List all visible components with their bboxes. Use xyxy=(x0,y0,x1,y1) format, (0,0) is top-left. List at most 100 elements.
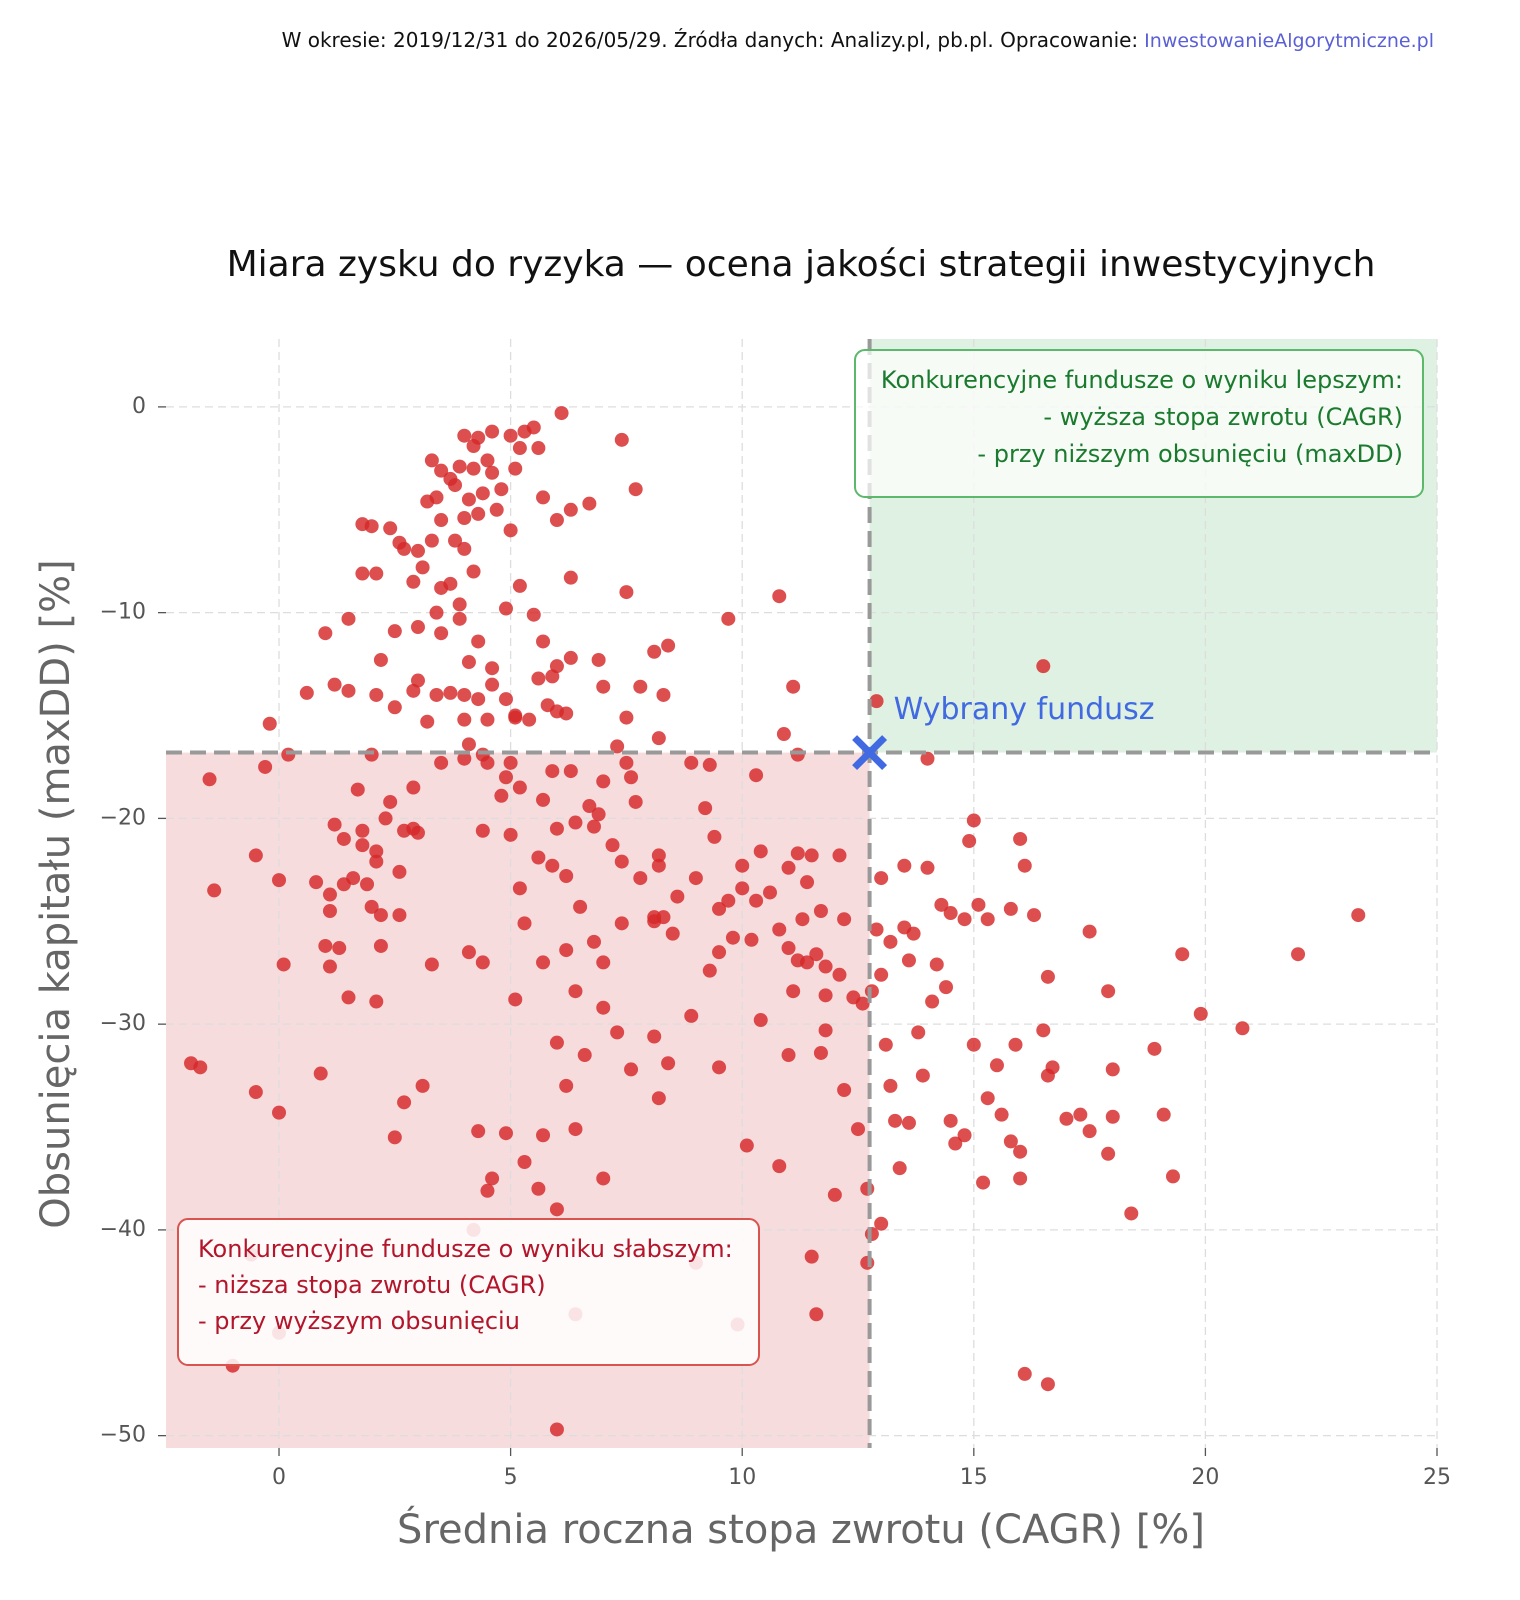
fund-point xyxy=(795,912,810,927)
fund-point xyxy=(818,1023,833,1038)
fund-point xyxy=(387,1130,402,1145)
fund-point xyxy=(545,858,560,873)
fund-point xyxy=(387,624,402,639)
fund-point xyxy=(651,848,666,863)
fund-point xyxy=(818,988,833,1003)
x-axis-label: Średnia roczna stopa zwrotu (CAGR) [%] xyxy=(397,1505,1205,1553)
fund-point xyxy=(512,441,527,456)
source-link[interactable]: InwestowanieAlgorytmiczne.pl xyxy=(1144,30,1434,52)
fund-point xyxy=(624,770,639,785)
fund-point xyxy=(980,1091,995,1106)
fund-point xyxy=(517,916,532,931)
fund-point xyxy=(207,883,222,898)
fund-point xyxy=(1059,1111,1074,1126)
fund-point xyxy=(480,712,495,727)
fund-point xyxy=(341,611,356,626)
fund-point xyxy=(878,1037,893,1052)
fund-point xyxy=(545,764,560,779)
fund-point xyxy=(1036,1023,1051,1038)
fund-point xyxy=(512,780,527,795)
fund-point xyxy=(434,513,449,528)
fund-point xyxy=(582,799,597,814)
fund-point xyxy=(503,428,518,443)
fund-point xyxy=(957,1128,972,1143)
fund-point xyxy=(457,712,472,727)
source-note: W okresie: 2019/12/31 do 2026/05/29. Źró… xyxy=(282,28,1434,52)
y-tick-label: −40 xyxy=(100,1217,146,1242)
fund-point xyxy=(494,788,509,803)
fund-point xyxy=(628,794,643,809)
fund-point xyxy=(457,511,472,526)
fund-point xyxy=(1175,947,1190,962)
y-axis-label: Obsunięcia kapitału (maxDD) [%] xyxy=(33,559,79,1228)
x-tick-label: 10 xyxy=(728,1465,756,1490)
fund-point xyxy=(309,875,324,890)
fund-point xyxy=(406,780,421,795)
fund-point xyxy=(837,1082,852,1097)
fund-point xyxy=(614,854,629,869)
fund-point xyxy=(536,955,551,970)
fund-point xyxy=(471,692,486,707)
fund-point xyxy=(489,502,504,517)
fund-point xyxy=(448,478,463,493)
selected-marker xyxy=(852,735,888,771)
fund-point xyxy=(804,1249,819,1264)
fund-point xyxy=(591,807,606,822)
fund-point xyxy=(424,957,439,972)
fund-point xyxy=(647,644,662,659)
fund-point xyxy=(392,535,407,550)
worse-box-line: - niższa stopa zwrotu (CAGR) xyxy=(198,1271,546,1299)
fund-point xyxy=(536,490,551,505)
y-tick-label: −20 xyxy=(100,805,146,830)
fund-point xyxy=(508,992,523,1007)
fund-point xyxy=(559,1078,574,1093)
fund-point xyxy=(605,838,620,853)
fund-point xyxy=(906,926,921,941)
fund-point xyxy=(281,747,296,762)
fund-point xyxy=(346,871,361,886)
fund-point xyxy=(763,885,778,900)
fund-point xyxy=(800,875,815,890)
fund-point xyxy=(397,1095,412,1110)
fund-point xyxy=(670,889,685,904)
worse-box-line: Konkurencyjne fundusze o wyniku słabszym… xyxy=(198,1235,733,1263)
fund-point xyxy=(929,957,944,972)
fund-point xyxy=(966,1037,981,1052)
fund-point xyxy=(864,984,879,999)
fund-point xyxy=(920,751,935,766)
fund-point xyxy=(1013,1144,1028,1159)
fund-point xyxy=(258,759,273,774)
fund-point xyxy=(327,677,342,692)
fund-point xyxy=(549,1422,564,1437)
fund-point xyxy=(475,486,490,501)
fund-point xyxy=(934,897,949,912)
fund-point xyxy=(614,432,629,447)
fund-point xyxy=(373,908,388,923)
fund-point xyxy=(744,932,759,947)
fund-point xyxy=(540,698,555,713)
fund-point xyxy=(1101,984,1116,999)
fund-point xyxy=(976,1175,991,1190)
fund-point xyxy=(443,576,458,591)
fund-point xyxy=(624,1062,639,1077)
fund-point xyxy=(568,1122,583,1137)
x-tick-label: 20 xyxy=(1191,1465,1219,1490)
fund-point xyxy=(466,461,481,476)
fund-point xyxy=(559,943,574,958)
fund-point xyxy=(318,626,333,641)
fund-point xyxy=(596,679,611,694)
fund-point xyxy=(457,428,472,443)
fund-point xyxy=(392,864,407,879)
fund-point xyxy=(466,438,481,453)
fund-point xyxy=(313,1066,328,1081)
fund-point xyxy=(860,1181,875,1196)
fund-point xyxy=(406,574,421,589)
fund-point xyxy=(994,1107,1009,1122)
fund-point xyxy=(772,589,787,604)
fund-point xyxy=(943,1113,958,1128)
fund-point xyxy=(698,801,713,816)
fund-point xyxy=(989,1058,1004,1073)
fund-point xyxy=(485,465,500,480)
fund-point xyxy=(568,984,583,999)
fund-point xyxy=(485,424,500,439)
